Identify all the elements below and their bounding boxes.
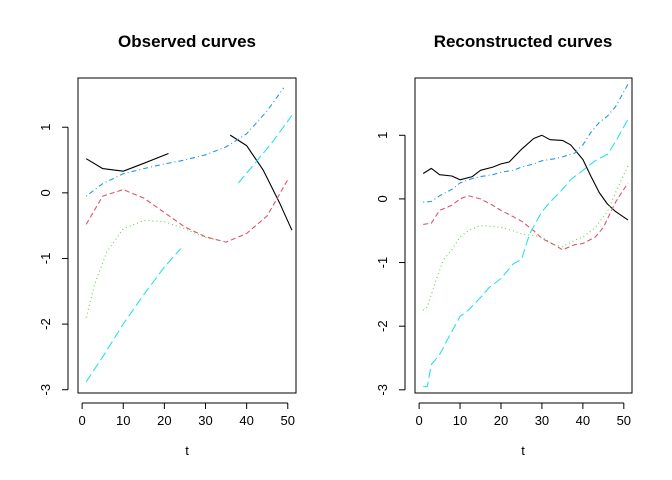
y-tick-label: -2 — [375, 320, 390, 332]
series-group — [422, 84, 629, 388]
x-tick-label: 10 — [453, 413, 467, 428]
plot-frame — [414, 77, 633, 394]
series-group — [85, 87, 293, 383]
x-axis: 0 10 20 30 40 50 — [415, 402, 631, 428]
series-line-2 — [422, 165, 629, 311]
plot-frame — [77, 77, 297, 394]
series-line-0 — [85, 152, 169, 172]
x-tick-label: 40 — [576, 413, 590, 428]
y-tick-label: 1 — [375, 132, 390, 139]
x-axis-label: t — [185, 443, 189, 458]
series-line-1 — [229, 134, 293, 231]
series-line-3 — [85, 219, 218, 318]
panel-reconstructed-curves: Reconstructed curves 0 10 20 30 40 50 -3-2-10… — [375, 32, 633, 458]
series-line-4 — [85, 87, 285, 197]
y-axis: -3 -2 -1 0 1 — [375, 132, 406, 396]
y-tick-label: -2 — [38, 318, 53, 330]
x-tick-label: 30 — [535, 413, 549, 428]
x-axis: 0 10 20 30 40 50 — [78, 402, 295, 428]
x-tick-label: 50 — [617, 413, 631, 428]
series-line-1 — [423, 182, 629, 251]
chart-title: Reconstructed curves — [434, 32, 613, 51]
y-tick-label: -3 — [375, 384, 390, 396]
y-tick-label: -1 — [38, 253, 53, 265]
y-tick-label: -3 — [38, 384, 53, 396]
series-line-3 — [423, 84, 629, 203]
y-tick-label: 1 — [38, 124, 53, 131]
y-axis: -3 -2 -1 0 1 — [38, 124, 69, 396]
x-tick-label: 50 — [281, 413, 295, 428]
series-line-0 — [422, 134, 629, 221]
series-line-2 — [85, 179, 289, 243]
series-line-5 — [85, 248, 182, 383]
y-tick-label: 0 — [375, 195, 390, 202]
x-tick-label: 0 — [415, 413, 422, 428]
x-tick-label: 40 — [239, 413, 253, 428]
x-axis-label: t — [521, 443, 525, 458]
x-tick-label: 0 — [78, 413, 85, 428]
chart-title: Observed curves — [118, 32, 256, 51]
y-tick-label: -1 — [375, 257, 390, 269]
panel-observed-curves: Observed curves 0 10 20 30 40 50 -3 -2 -1 0 1 t — [38, 32, 297, 458]
series-line-4 — [423, 119, 629, 388]
x-tick-label: 30 — [198, 413, 212, 428]
x-tick-label: 10 — [116, 413, 130, 428]
x-tick-label: 20 — [494, 413, 508, 428]
x-tick-label: 20 — [157, 413, 171, 428]
series-line-6 — [237, 115, 293, 184]
y-tick-label: 0 — [38, 189, 53, 196]
